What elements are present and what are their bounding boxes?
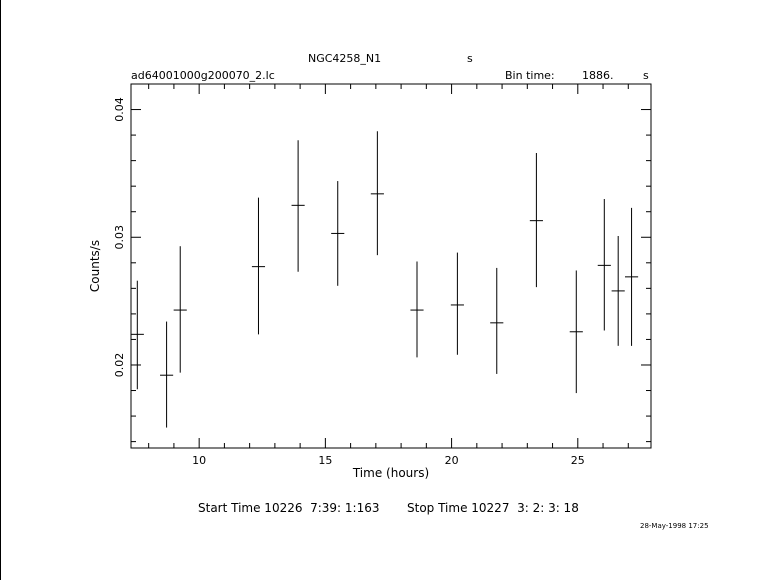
data-point bbox=[291, 140, 305, 272]
y-tick-labels: 0.02 0.03 0.04 bbox=[113, 97, 126, 377]
data-point bbox=[410, 261, 424, 358]
data-point bbox=[490, 267, 504, 374]
data-point bbox=[597, 198, 611, 331]
data-point bbox=[130, 280, 144, 390]
data-point bbox=[331, 181, 345, 286]
bin-time-unit: s bbox=[643, 69, 649, 82]
data-point bbox=[251, 197, 266, 335]
data-point bbox=[625, 207, 639, 346]
data-point bbox=[160, 321, 174, 428]
x-axis-label: Time (hours) bbox=[352, 466, 429, 480]
window-edge-line bbox=[0, 0, 1, 580]
bin-time-value: 1886. bbox=[582, 69, 614, 82]
data-point bbox=[450, 252, 464, 355]
axis-ticks bbox=[131, 83, 651, 448]
plot-date: 28-May-1998 17:25 bbox=[640, 522, 709, 530]
data-point bbox=[529, 152, 543, 288]
plot-frame bbox=[130, 83, 652, 449]
y-axis-label: Counts/s bbox=[88, 240, 102, 292]
y-tick-label: 0.02 bbox=[113, 353, 126, 378]
data-points bbox=[130, 131, 639, 428]
object-name: NGC4258_N1 bbox=[308, 52, 382, 65]
data-point bbox=[611, 235, 625, 346]
x-tick-label: 20 bbox=[445, 454, 459, 467]
data-point bbox=[569, 270, 583, 394]
bin-time-label: Bin time: bbox=[505, 69, 555, 82]
data-point bbox=[370, 131, 384, 256]
y-tick-label: 0.04 bbox=[113, 97, 126, 122]
x-tick-label: 25 bbox=[571, 454, 585, 467]
stop-time: Stop Time 10227 3: 2: 3: 18 bbox=[407, 501, 579, 515]
x-tick-label: 15 bbox=[318, 454, 332, 467]
file-name: ad64001000g200070_2.lc bbox=[131, 69, 275, 82]
start-time: Start Time 10226 7:39: 1:163 bbox=[198, 501, 380, 515]
object-unit: s bbox=[467, 52, 473, 65]
x-tick-labels: 10 15 20 25 bbox=[192, 454, 585, 467]
x-tick-label: 10 bbox=[192, 454, 206, 467]
data-point bbox=[173, 246, 187, 373]
y-tick-label: 0.03 bbox=[113, 225, 126, 250]
